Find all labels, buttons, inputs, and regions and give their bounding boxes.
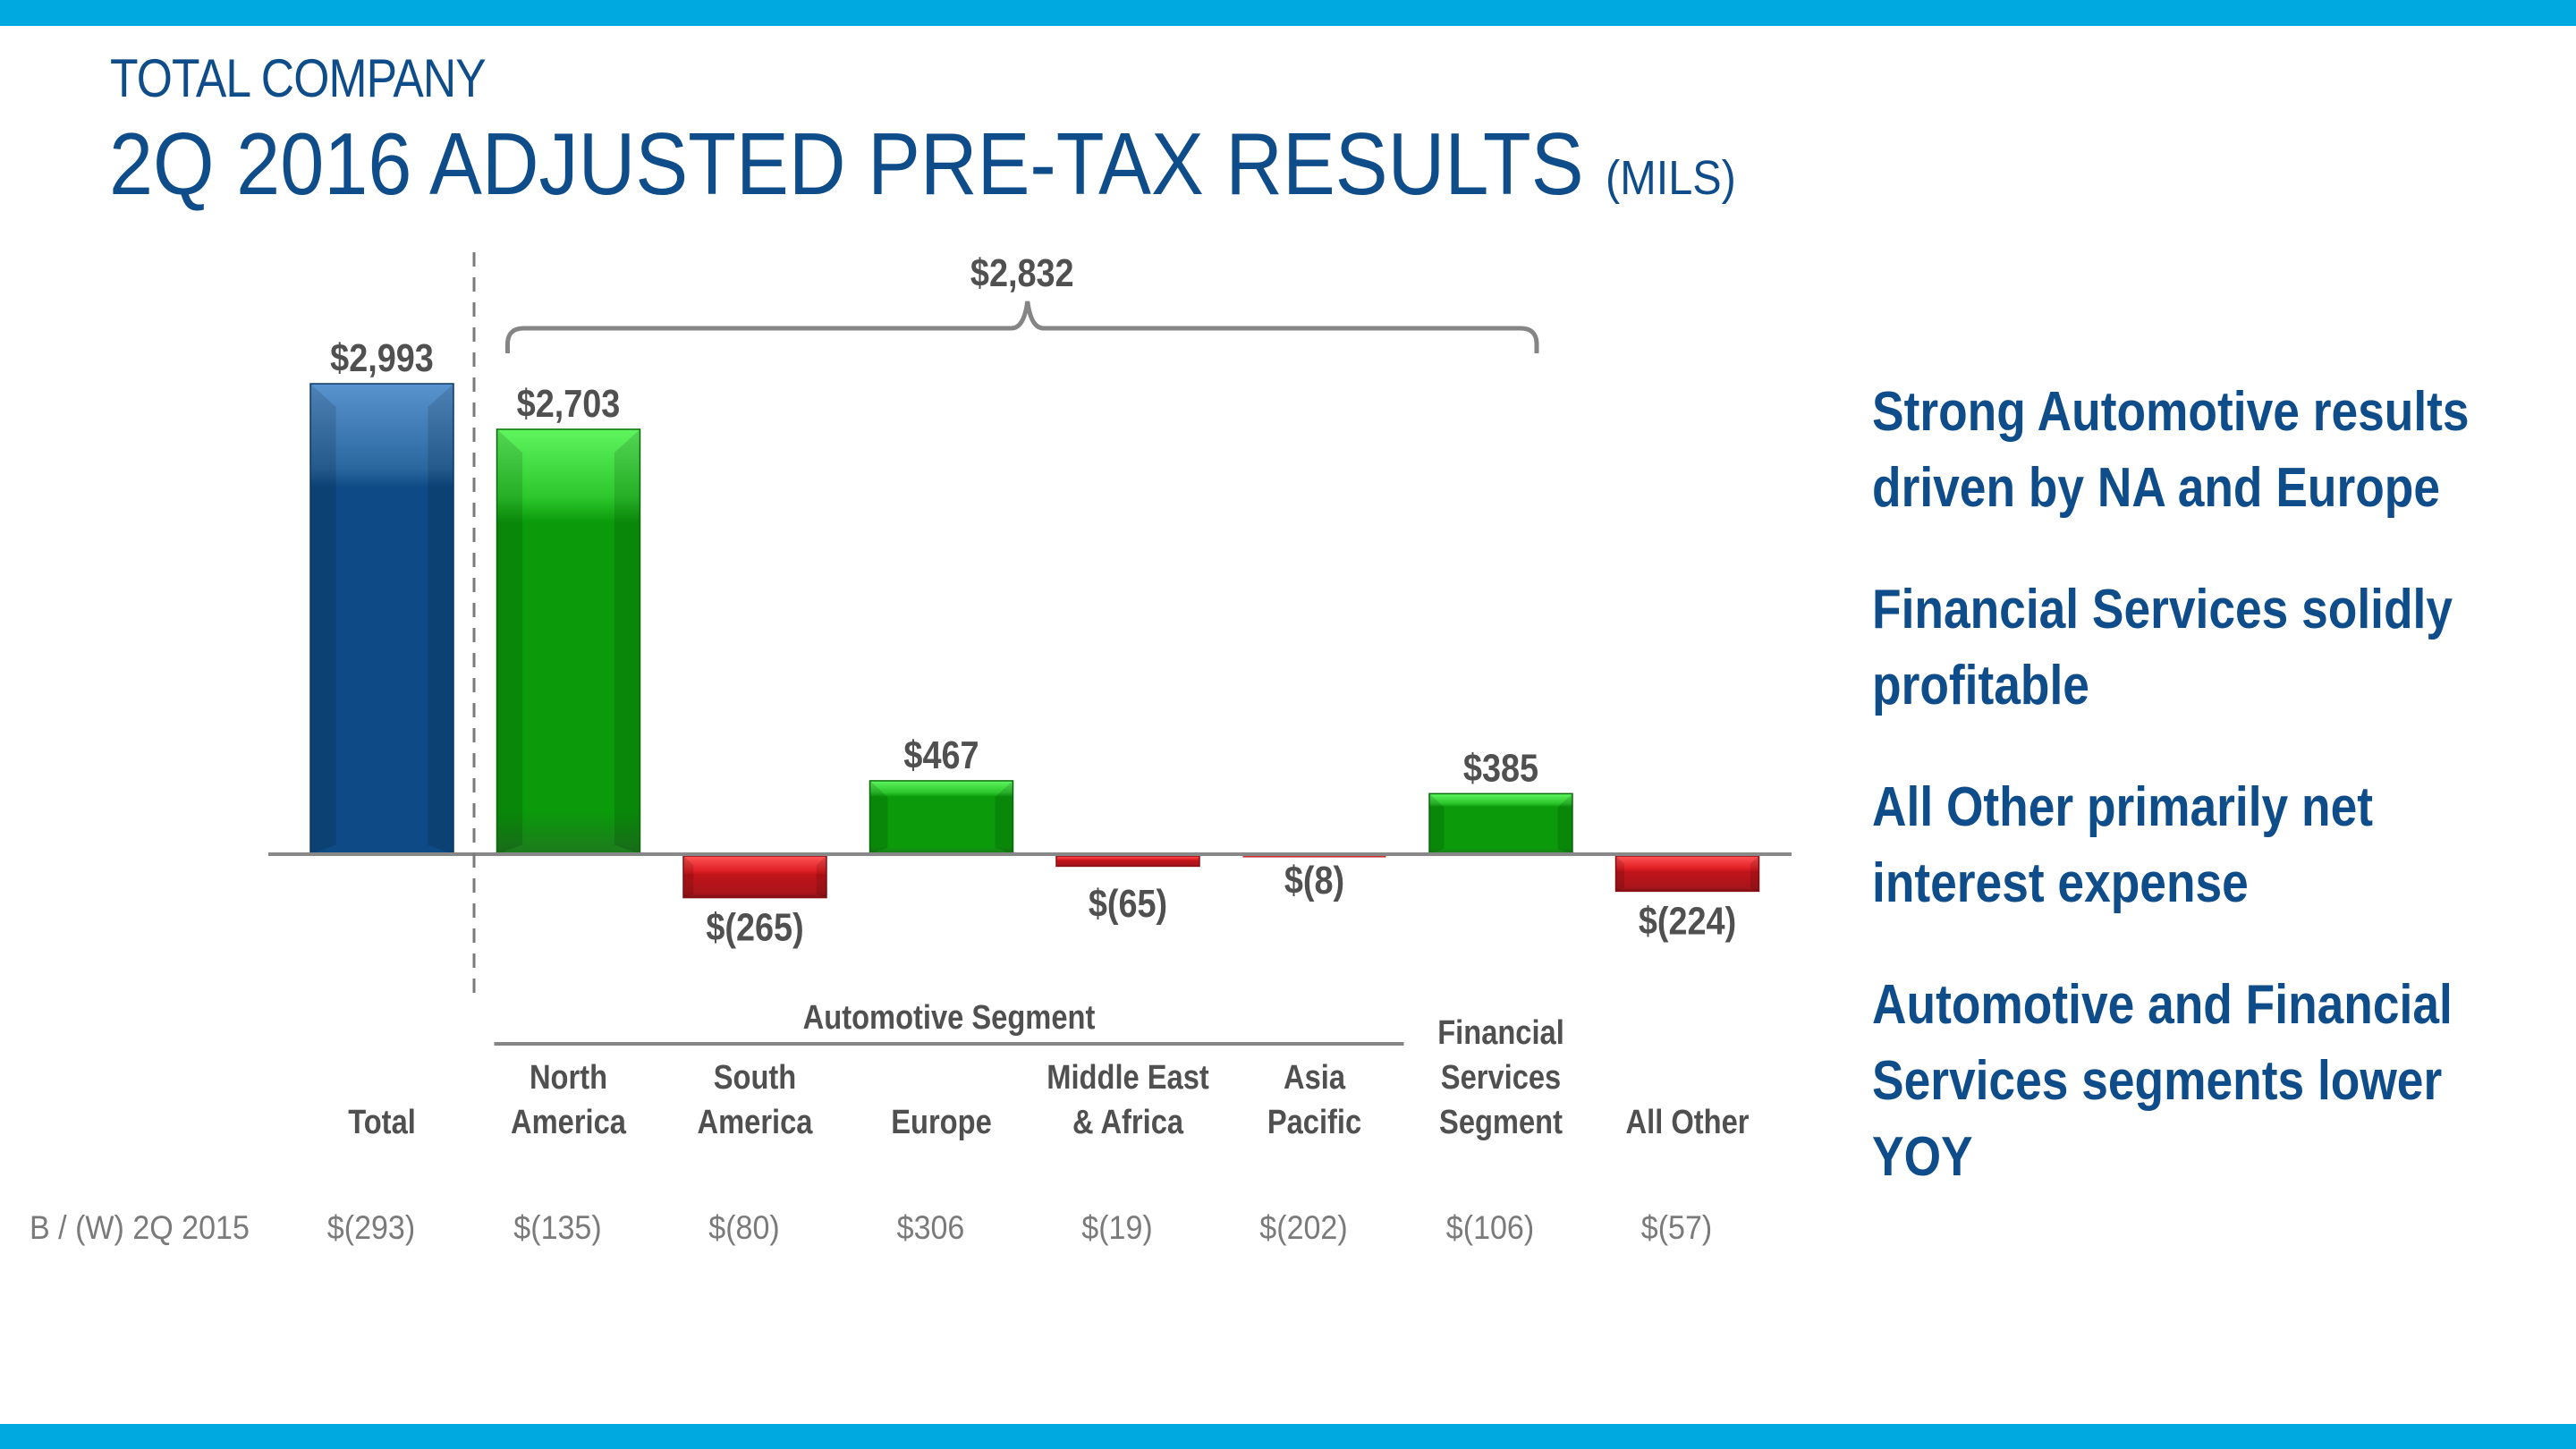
- bar-bevel: [683, 856, 694, 898]
- value-label-north-america: $2,703: [517, 381, 621, 425]
- bar-bevel: [614, 428, 640, 854]
- bar-bevel: [1750, 856, 1759, 892]
- value-label-financial-services: $385: [1463, 746, 1538, 790]
- bar-north-america: [496, 428, 641, 855]
- title-unit: (MILS): [1606, 151, 1736, 205]
- bar-all-other: [1614, 855, 1760, 893]
- bar-bevel: [496, 428, 523, 854]
- value-label-europe: $467: [903, 733, 979, 776]
- bars-layer: [309, 383, 1760, 899]
- category-label-financial-services: Financial: [1437, 1013, 1564, 1052]
- category-label-asia-pacific: Asia: [1284, 1058, 1345, 1097]
- comparison-value-all-other: $(57): [1641, 1209, 1712, 1247]
- comparison-value-north-america: $(135): [513, 1209, 601, 1247]
- automotive-segment-label: Automotive Segment: [803, 998, 1096, 1037]
- category-label-south-america: South: [714, 1058, 797, 1097]
- bar-total: [309, 383, 454, 855]
- bottom-accent-band: [0, 1424, 2576, 1449]
- bar-middle-east-africa: [1055, 855, 1200, 868]
- title-text: 2Q 2016 ADJUSTED PRE-TAX RESULTS: [109, 114, 1584, 213]
- category-label-middle-east-africa: Middle East: [1046, 1058, 1209, 1097]
- bar-asia-pacific: [1242, 856, 1386, 858]
- category-label-financial-services: Services: [1441, 1058, 1561, 1097]
- top-accent-band: [0, 0, 2576, 26]
- value-label-all-other: $(224): [1639, 899, 1736, 943]
- annotation-layer: [268, 252, 1792, 1046]
- category-label-north-america: America: [511, 1103, 626, 1141]
- takeaway-item: Financial Services solidly profitable: [1872, 579, 2453, 716]
- category-label-middle-east-africa: & Africa: [1072, 1103, 1183, 1141]
- bracket-annotation: [505, 301, 1539, 353]
- page-title: 2Q 2016 ADJUSTED PRE-TAX RESULTS (MILS): [109, 120, 1736, 208]
- bar-europe: [869, 780, 1014, 855]
- bar-bevel: [816, 856, 826, 898]
- category-label-total: Total: [348, 1103, 416, 1141]
- bar-south-america: [682, 855, 827, 899]
- bracket-total-label: $2,832: [970, 250, 1074, 294]
- comparison-value-total: $(293): [327, 1209, 415, 1247]
- bar-bevel: [1615, 856, 1625, 892]
- comparison-value-europe: $306: [897, 1209, 965, 1247]
- value-label-total: $2,993: [330, 335, 434, 379]
- takeaway-item: All Other primarily net interest expense: [1872, 776, 2373, 914]
- key-takeaways: Strong Automotive results driven by NA a…: [1872, 374, 2552, 1241]
- bar-bevel: [995, 780, 1013, 854]
- category-label-asia-pacific: Pacific: [1267, 1103, 1361, 1141]
- section-kicker: TOTAL COMPANY: [110, 48, 487, 108]
- bar-bevel: [1429, 793, 1445, 854]
- bar-financial-services: [1428, 792, 1573, 855]
- comparison-value-asia-pacific: $(202): [1259, 1209, 1347, 1247]
- takeaway-item: Automotive and Financial Services segmen…: [1872, 974, 2453, 1188]
- bar-bevel: [428, 384, 453, 854]
- comparison-value-south-america: $(80): [708, 1209, 779, 1247]
- comparison-row-label: B / (W) 2Q 2015: [30, 1209, 250, 1247]
- bar-bevel: [310, 384, 336, 854]
- takeaway-item: Strong Automotive results driven by NA a…: [1872, 381, 2470, 519]
- category-label-financial-services: Segment: [1439, 1103, 1563, 1141]
- value-label-south-america: $(265): [706, 905, 803, 949]
- category-label-europe: Europe: [891, 1103, 992, 1141]
- labels-layer: $2,993 $2,703 $(265) $467 $(65) $(8) $385 $(224…: [30, 250, 1750, 1246]
- value-label-middle-east-africa: $(65): [1089, 881, 1167, 925]
- bar-bevel: [1557, 793, 1572, 854]
- value-label-asia-pacific: $(8): [1284, 858, 1344, 902]
- bar-bevel: [869, 780, 888, 854]
- comparison-value-middle-east-africa: $(19): [1081, 1209, 1152, 1247]
- category-label-all-other: All Other: [1626, 1103, 1750, 1141]
- comparison-value-financial-services: $(106): [1446, 1209, 1534, 1247]
- category-label-south-america: America: [698, 1103, 813, 1141]
- category-label-north-america: North: [530, 1058, 607, 1097]
